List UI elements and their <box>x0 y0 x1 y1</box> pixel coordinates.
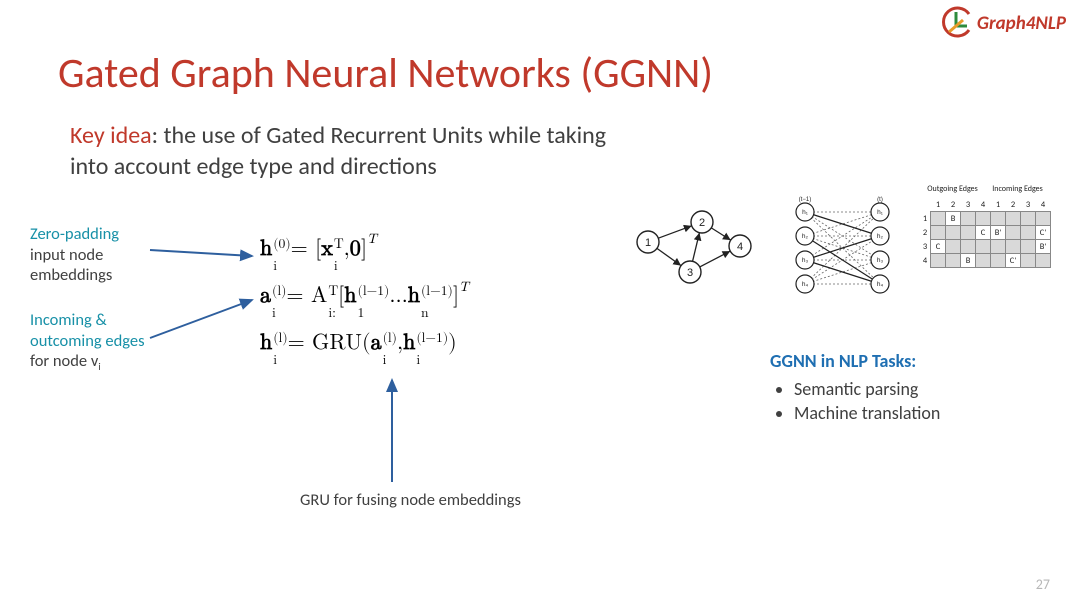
f1-lhs-var: h <box>260 236 272 262</box>
f3-a: a <box>371 330 382 356</box>
f1-tail-sup: T <box>367 231 377 248</box>
f2-hn-supsub: (l−1)n <box>421 293 453 316</box>
f2-h1-supsub: (l−1)1 <box>358 293 390 316</box>
svg-text:4: 4 <box>737 241 743 253</box>
formula-row-2: a (l)i = A Ti: [ h (l−1)1 … h (l−1)n ] T <box>260 283 469 316</box>
formulae: h (0)i = [ x Ti , 0 ] T a (l)i = A Ti: [… <box>260 236 469 378</box>
page-number: 27 <box>1036 576 1050 593</box>
svg-text:1: 1 <box>645 237 651 249</box>
f3-a-supsub: (l)i <box>383 340 397 363</box>
f1-eq: = [ <box>291 236 322 262</box>
svg-text:2: 2 <box>699 217 705 229</box>
svg-text:h₄: h₄ <box>877 281 884 288</box>
f2-tail-sup: T <box>459 279 469 296</box>
f1-lhs-supsub: (0)i <box>273 246 290 269</box>
f2-hn: h <box>408 283 420 309</box>
tasks-title: GGNN in NLP Tasks: <box>770 350 1020 372</box>
svg-text:h₁: h₁ <box>802 209 809 216</box>
f2-lhs-supsub: (l)i <box>272 293 286 316</box>
svg-text:h₂: h₂ <box>877 233 884 240</box>
f1-zero: 0 <box>350 236 361 262</box>
f2-h1: h <box>344 283 356 309</box>
svg-text:h₃: h₃ <box>802 257 809 264</box>
svg-text:3: 3 <box>687 267 693 279</box>
f1-x-supsub: Ti <box>334 246 344 269</box>
f3-eq: = GRU( <box>288 330 371 356</box>
ggnn-tasks: GGNN in NLP Tasks: Semantic parsing Mach… <box>770 350 1020 426</box>
f3-h: h <box>403 330 415 356</box>
f3-h-supsub: (l−1)i <box>416 340 448 363</box>
f2-A: = A <box>286 283 327 309</box>
edge-table: 123412341B2CB'C'3CB'4BC' <box>920 198 1051 268</box>
incoming-label: Incoming Edges <box>985 184 1050 194</box>
svg-text:h₃: h₃ <box>877 257 884 264</box>
ggnn-diagram: 1234 h₁h₂h₃h₄ h₁h₂h₃h₄ (t−1 <box>630 190 1060 320</box>
unrolled-graph-icon: h₁ h₂ h₃ h₄ h₁ h₂ h₃ h₄ (t−1) (t) <box>780 194 910 299</box>
f2-lhs-var: a <box>260 283 271 309</box>
task-item: Semantic parsing <box>794 378 1020 400</box>
edge-table-captions: Outgoing Edges Incoming Edges <box>920 184 1050 194</box>
svg-text:h₄: h₄ <box>802 281 809 288</box>
svg-text:(t−1): (t−1) <box>799 197 812 203</box>
formula-row-1: h (0)i = [ x Ti , 0 ] T <box>260 236 469 269</box>
f1-x: x <box>321 236 333 262</box>
outgoing-label: Outgoing Edges <box>920 184 985 194</box>
svg-text:h₁: h₁ <box>877 209 884 216</box>
f3-close: ) <box>448 330 457 356</box>
svg-text:(t): (t) <box>877 197 883 203</box>
formula-row-3: h (l)i = GRU( a (l)i , h (l−1)i ) <box>260 330 469 363</box>
f2-dots: … <box>389 283 407 309</box>
svg-text:h₂: h₂ <box>802 233 809 240</box>
f2-A-supsub: Ti: <box>328 293 338 316</box>
slide: Graph4NLP Gated Graph Neural Networks (G… <box>0 0 1080 607</box>
f3-lhs-var: h <box>260 330 272 356</box>
f3-lhs-supsub: (l)i <box>273 340 287 363</box>
task-item: Machine translation <box>794 402 1020 424</box>
graph-icon: 1 2 3 4 <box>630 200 760 295</box>
tasks-list: Semantic parsing Machine translation <box>770 378 1020 424</box>
